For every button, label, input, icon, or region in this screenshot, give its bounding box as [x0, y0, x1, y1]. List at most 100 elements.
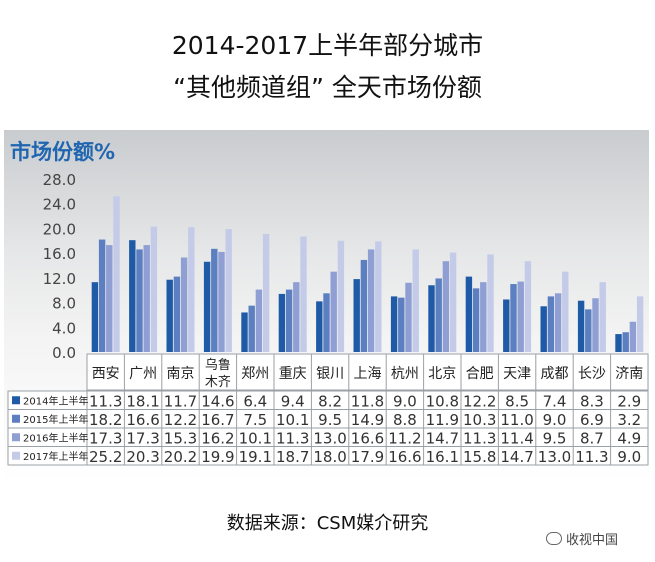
table-value: 7.5 — [243, 411, 267, 429]
table-value: 11.2 — [388, 429, 421, 447]
bar — [517, 281, 524, 352]
table-value: 13.0 — [313, 429, 346, 447]
chart-title-line1: 2014-2017上半年部分城市 — [171, 31, 484, 60]
bar — [599, 282, 606, 352]
category-axis-box — [86, 353, 649, 391]
category-label: 木齐 — [205, 374, 231, 390]
wechat-icon — [546, 532, 562, 545]
bar — [241, 312, 248, 352]
table-value: 20.2 — [164, 448, 197, 466]
table-value: 12.2 — [463, 392, 496, 410]
bar — [510, 284, 517, 352]
bar — [293, 282, 300, 352]
bar — [524, 261, 532, 352]
bar — [353, 279, 360, 352]
table-value: 9.0 — [393, 392, 417, 410]
bar — [98, 239, 106, 352]
table-value: 16.6 — [388, 448, 421, 466]
table-value: 17.9 — [351, 448, 384, 466]
table-value: 19.1 — [239, 448, 272, 466]
category-label: 济南 — [615, 366, 643, 382]
table-value: 11.9 — [426, 411, 459, 429]
bar — [129, 240, 136, 352]
table-value: 10.1 — [276, 411, 309, 429]
bar — [248, 305, 255, 352]
bar — [435, 278, 442, 352]
bar — [180, 257, 188, 352]
table-value: 16.7 — [201, 411, 234, 429]
bar — [337, 240, 345, 352]
table-value: 19.9 — [201, 448, 234, 466]
table-value: 6.4 — [243, 392, 267, 410]
bar — [405, 282, 412, 352]
legend-label: 2017年上半年 — [23, 450, 88, 463]
table-value: 9.5 — [543, 429, 567, 447]
bar — [472, 288, 480, 352]
table-value: 18.2 — [89, 411, 122, 429]
table-value: 10.3 — [463, 411, 496, 429]
table-value: 20.3 — [126, 448, 159, 466]
bar — [442, 261, 450, 352]
bar — [323, 293, 330, 352]
bar — [316, 301, 323, 352]
bar — [547, 296, 555, 352]
category-label: 乌鲁 — [205, 357, 231, 373]
table-value: 16.6 — [351, 429, 384, 447]
table-value: 25.2 — [89, 448, 122, 466]
bar — [203, 261, 211, 352]
table-value: 8.8 — [393, 411, 417, 429]
bar — [300, 236, 307, 352]
legend-swatch — [12, 451, 20, 460]
table-value: 18.0 — [313, 448, 346, 466]
bar — [106, 245, 113, 352]
table-value: 14.6 — [201, 392, 234, 410]
bar — [390, 296, 398, 352]
table-value: 11.7 — [164, 392, 197, 410]
y-tick-label: 28.0 — [43, 171, 76, 189]
table-value: 8.7 — [580, 429, 604, 447]
bar — [622, 332, 629, 352]
table-value: 17.3 — [89, 429, 122, 447]
table-value: 9.4 — [281, 392, 305, 410]
bar — [330, 271, 337, 352]
bar — [143, 245, 150, 352]
legend-label: 2015年上半年 — [23, 413, 88, 426]
table-value: 9.0 — [543, 411, 567, 429]
category-label: 银川 — [316, 366, 344, 382]
table-value: 16.2 — [201, 429, 234, 447]
watermark: 收视中国 — [546, 529, 618, 548]
bar — [211, 248, 218, 352]
y-tick-label: 4.0 — [52, 319, 76, 337]
table-value: 16.6 — [126, 411, 159, 429]
table-value: 14.9 — [351, 411, 384, 429]
legend-label: 2014年上半年 — [23, 394, 88, 407]
bar — [360, 259, 368, 352]
bar — [113, 196, 120, 352]
table-value: 11.3 — [89, 392, 122, 410]
y-tick-label: 8.0 — [52, 295, 76, 313]
legend-swatch — [12, 396, 20, 405]
bar — [592, 298, 599, 352]
bar — [629, 321, 637, 352]
table-value: 2.9 — [617, 392, 641, 410]
source-note: 数据来源：CSM媒介研究 — [226, 513, 429, 534]
bar — [166, 279, 173, 352]
chart-title-line2: “其他频道组” 全天市场份额 — [173, 73, 482, 102]
table-value: 16.1 — [426, 448, 459, 466]
category-label: 上海 — [354, 366, 382, 382]
table-value: 11.3 — [463, 429, 496, 447]
y-tick-label: 12.0 — [43, 270, 76, 288]
table-value: 7.4 — [543, 392, 567, 410]
bar — [398, 297, 405, 352]
table-value: 14.7 — [426, 429, 459, 447]
table-value: 18.7 — [276, 448, 309, 466]
y-tick-label: 16.0 — [43, 245, 76, 263]
table-value: 15.8 — [463, 448, 496, 466]
bar — [449, 252, 457, 352]
table-value: 11.3 — [575, 448, 608, 466]
category-label: 南京 — [167, 366, 195, 382]
category-label: 长沙 — [578, 366, 606, 382]
table-value: 11.8 — [351, 392, 384, 410]
legend-label: 2016年上半年 — [23, 431, 88, 444]
table-value: 15.3 — [164, 429, 197, 447]
